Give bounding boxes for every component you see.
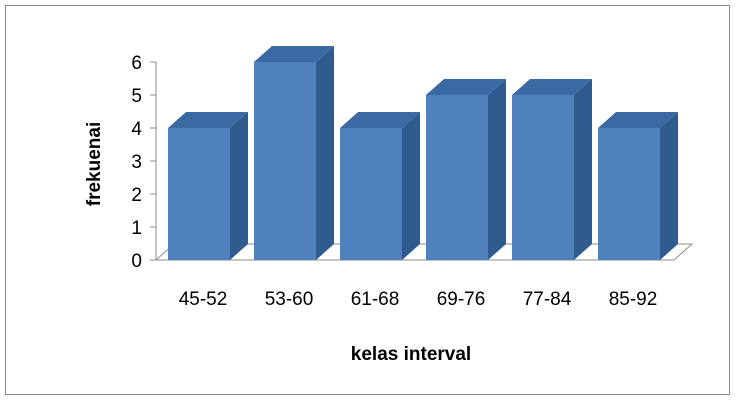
y-tick-label: 5 bbox=[131, 86, 142, 107]
bar-top bbox=[512, 79, 592, 95]
y-tick-label: 3 bbox=[131, 152, 142, 173]
y-axis-title: frekuenai bbox=[84, 122, 105, 206]
bar-side bbox=[230, 112, 248, 260]
bar-top bbox=[598, 112, 678, 128]
bar-front bbox=[598, 128, 660, 260]
bar-side bbox=[660, 112, 678, 260]
bar-top bbox=[340, 112, 420, 128]
y-tick-label: 6 bbox=[131, 53, 142, 74]
x-tick-labels: 45-52 53-60 61-68 69-76 77-84 85-92 bbox=[179, 289, 658, 310]
bar-top bbox=[426, 79, 506, 95]
bar bbox=[254, 46, 334, 260]
x-axis-title: kelas interval bbox=[351, 344, 471, 365]
bar-front bbox=[254, 62, 316, 260]
x-tick-label: 77-84 bbox=[523, 289, 572, 310]
bar bbox=[168, 112, 248, 260]
bar bbox=[340, 112, 420, 260]
bar-side bbox=[488, 79, 506, 260]
bar-front bbox=[340, 128, 402, 260]
bar-front bbox=[168, 128, 230, 260]
bars bbox=[168, 46, 678, 260]
bar-side bbox=[574, 79, 592, 260]
bar bbox=[512, 79, 592, 260]
x-tick-label: 53-60 bbox=[265, 289, 314, 310]
bar-top bbox=[254, 46, 334, 62]
bar-front bbox=[426, 95, 488, 260]
bar-top bbox=[168, 112, 248, 128]
y-axis bbox=[150, 61, 157, 261]
y-tick-label: 1 bbox=[131, 218, 142, 239]
y-tick-label: 0 bbox=[131, 251, 142, 272]
bar-side bbox=[402, 112, 420, 260]
bar-front bbox=[512, 95, 574, 260]
y-tick-labels: 0 1 2 3 4 5 6 bbox=[131, 53, 142, 272]
y-tick-label: 4 bbox=[131, 119, 142, 140]
bar bbox=[426, 79, 506, 260]
x-tick-label: 61-68 bbox=[351, 289, 400, 310]
x-tick-label: 69-76 bbox=[437, 289, 486, 310]
bar-side bbox=[316, 46, 334, 260]
x-tick-label: 85-92 bbox=[609, 289, 658, 310]
bar bbox=[598, 112, 678, 260]
x-tick-label: 45-52 bbox=[179, 289, 228, 310]
y-tick-label: 2 bbox=[131, 185, 142, 206]
